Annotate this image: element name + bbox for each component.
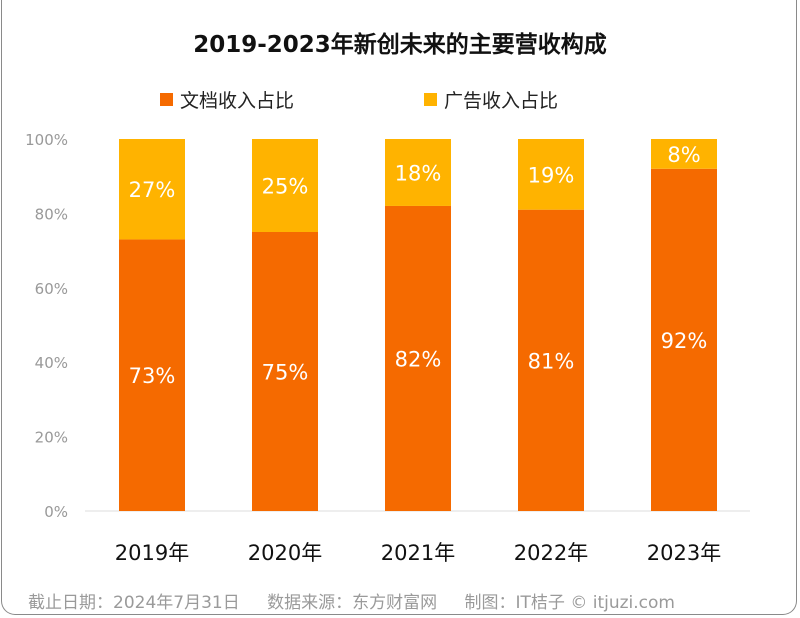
y-tick-label: 80%	[35, 205, 68, 223]
bar-segment	[518, 139, 584, 210]
y-tick-label: 40%	[35, 354, 68, 372]
legend-swatch	[160, 93, 173, 106]
x-tick-label: 2020年	[248, 541, 322, 565]
footer-maker: 制图：IT桔子 © itjuzi.com	[464, 593, 675, 613]
bar-segment	[119, 239, 185, 511]
data-label: 92%	[661, 329, 708, 353]
legend-label: 文档收入占比	[180, 90, 294, 112]
data-label: 73%	[129, 364, 176, 388]
y-tick-label: 100%	[25, 131, 68, 149]
footer: 截止日期：2024年7月31日 数据来源：东方财富网 制图：IT桔子 © itj…	[28, 588, 697, 613]
y-tick-label: 60%	[35, 280, 68, 298]
data-label: 75%	[262, 361, 309, 385]
y-tick-label: 20%	[35, 429, 68, 447]
x-tick-label: 2022年	[514, 541, 588, 565]
data-label: 25%	[262, 175, 309, 199]
bar-segment	[119, 139, 185, 240]
bar-segment	[518, 209, 584, 511]
x-tick-label: 2023年	[647, 541, 721, 565]
data-label: 8%	[667, 143, 700, 167]
bar-segment	[385, 139, 451, 206]
footer-date: 截止日期：2024年7月31日	[28, 593, 240, 613]
bar-segment	[252, 139, 318, 232]
bar-segment	[651, 168, 717, 511]
x-tick-label: 2021年	[381, 541, 455, 565]
footer-source: 数据来源：东方财富网	[267, 593, 438, 613]
data-label: 82%	[395, 347, 442, 371]
bar-segment	[252, 232, 318, 511]
x-tick-label: 2019年	[115, 541, 189, 565]
legend-swatch	[424, 93, 437, 106]
y-tick-label: 0%	[44, 503, 68, 521]
data-label: 19%	[528, 163, 575, 187]
data-label: 27%	[129, 178, 176, 202]
data-label: 18%	[395, 161, 442, 185]
legend-label: 广告收入占比	[444, 90, 558, 112]
bar-segment	[385, 205, 451, 511]
bar-segment	[651, 139, 717, 169]
chart-title: 2019-2023年新创未来的主要营收构成	[193, 31, 607, 58]
data-label: 81%	[528, 349, 575, 373]
